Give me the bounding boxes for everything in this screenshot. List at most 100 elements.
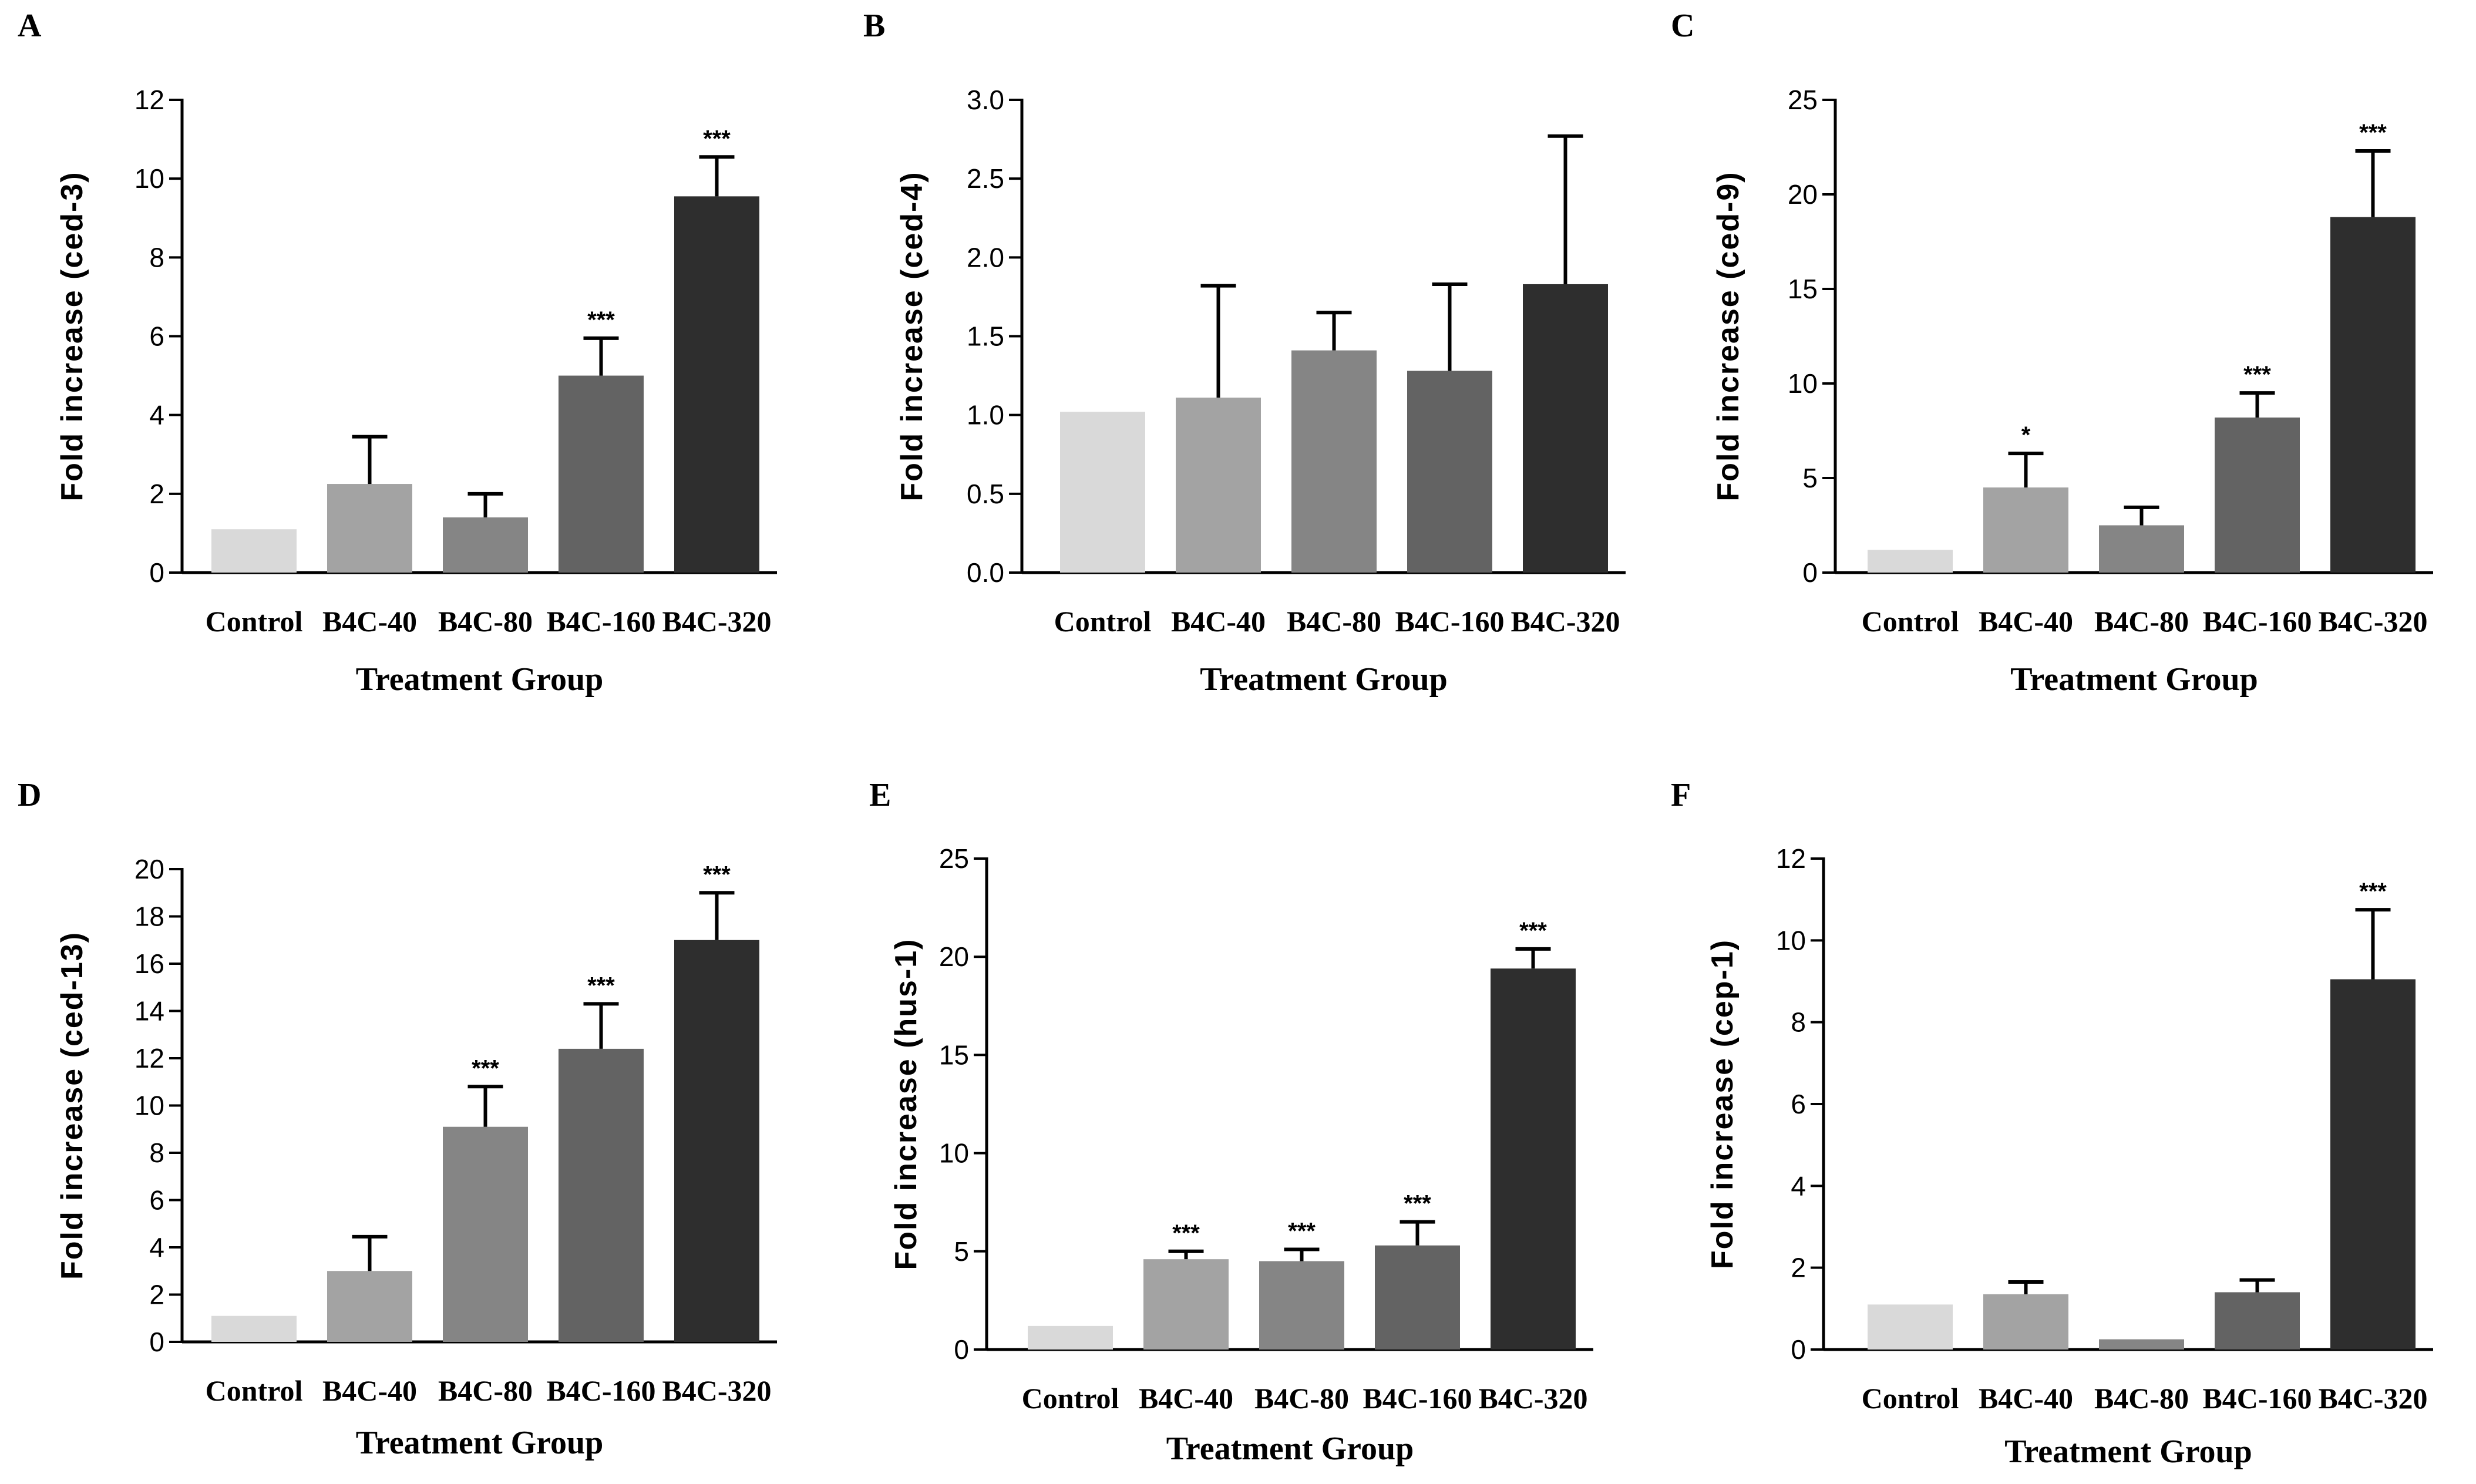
panel-b-bar — [1407, 371, 1492, 573]
panel-a-bar — [559, 375, 644, 573]
panel-c-bar — [2330, 217, 2416, 573]
panel-e-category-label: B4C-320 — [1478, 1382, 1587, 1415]
panel-d-y-tick-label: 10 — [134, 1091, 164, 1121]
panel-b-y-tick-label: 2.5 — [967, 163, 1004, 194]
panel-c-y-axis-title: Fold increase (ced-9) — [1711, 171, 1745, 501]
panel-f-category-label: Control — [1862, 1382, 1959, 1415]
panel-c-significance-label: * — [2021, 422, 2031, 448]
panel-f-y-tick-label: 6 — [1791, 1089, 1806, 1119]
panel-f-y-tick-label: 2 — [1791, 1253, 1806, 1283]
panel-b-y-tick-label: 0.0 — [967, 557, 1004, 588]
panel-e-significance-label: *** — [1404, 1191, 1431, 1217]
panel-f-label: F — [1671, 777, 1691, 813]
panel-e-y-tick-label: 5 — [954, 1236, 969, 1267]
panel-e-category-label: Control — [1022, 1382, 1119, 1415]
panel-a-y-tick-label: 2 — [149, 479, 164, 509]
panel-c-bar — [1868, 550, 1953, 573]
panel-f-x-axis-title: Treatment Group — [2004, 1433, 2252, 1470]
panel-d-bar — [327, 1271, 412, 1342]
panel-d-bar — [674, 940, 759, 1342]
panel-d-y-tick-label: 20 — [134, 854, 164, 884]
panel-d-bar — [211, 1315, 297, 1342]
panel-a-y-tick-label: 8 — [149, 242, 164, 272]
panel-b-y-tick-label: 3.0 — [967, 85, 1004, 115]
panel-a-category-label: B4C-80 — [438, 605, 533, 638]
panel-a-significance-label: *** — [703, 126, 731, 152]
panel-e-category-label: B4C-160 — [1363, 1382, 1472, 1415]
panel-a-x-axis-title: Treatment Group — [356, 661, 604, 698]
panel-b-category-label: Control — [1054, 605, 1152, 638]
panel-e-bar — [1491, 968, 1576, 1350]
panel-d-significance-label: *** — [703, 862, 731, 887]
panel-f-bar — [2215, 1292, 2300, 1350]
panel-e-bar — [1375, 1245, 1460, 1350]
panel-a-bar — [443, 517, 528, 573]
panel-c-y-tick-label: 25 — [1788, 85, 1818, 115]
panel-a-y-tick-label: 4 — [149, 400, 164, 430]
panel-a-bar — [211, 529, 297, 573]
panel-f-y-axis-title: Fold increase (cep-1) — [1705, 939, 1740, 1269]
panel-e-y-axis-title: Fold increase (hus-1) — [889, 938, 923, 1270]
panel-c-y-tick-label: 15 — [1788, 274, 1818, 304]
panel-b-x-axis-title: Treatment Group — [1200, 661, 1448, 698]
panel-e-bar — [1028, 1325, 1113, 1350]
panel-c-bar — [2215, 417, 2300, 573]
panel-a-bar — [674, 196, 759, 573]
panel-c-y-tick-label: 5 — [1802, 463, 1818, 493]
panel-e-x-axis-title: Treatment Group — [1166, 1431, 1414, 1467]
panel-d-significance-label: *** — [587, 972, 615, 998]
panel-c-x-axis-title: Treatment Group — [2010, 661, 2258, 698]
panel-d-y-tick-label: 18 — [134, 901, 164, 932]
panel-d-y-tick-label: 2 — [149, 1280, 164, 1310]
panel-d-category-label: B4C-320 — [662, 1374, 771, 1407]
panel-a-label: A — [18, 8, 42, 44]
panel-b-bar — [1291, 350, 1377, 573]
panel-e-significance-label: *** — [1519, 918, 1547, 944]
panel-f-bar — [2330, 979, 2416, 1350]
panel-d-category-label: B4C-40 — [322, 1374, 417, 1407]
panel-d-y-tick-label: 16 — [134, 948, 164, 979]
panel-b-y-tick-label: 0.5 — [967, 479, 1004, 509]
panel-b-y-tick-label: 1.5 — [967, 321, 1004, 352]
panel-f-significance-label: *** — [2359, 879, 2387, 904]
panel-d-category-label: Control — [206, 1374, 303, 1407]
panel-b-category-label: B4C-160 — [1395, 605, 1504, 638]
panel-e-significance-label: *** — [1288, 1218, 1316, 1244]
panel-e-y-tick-label: 10 — [939, 1138, 969, 1169]
panel-d-label: D — [18, 777, 41, 813]
panel-c-category-label: Control — [1862, 605, 1959, 638]
panel-d-bar — [559, 1048, 644, 1342]
panel-d-y-tick-label: 12 — [134, 1043, 164, 1074]
panel-c-bar — [2099, 525, 2184, 573]
panel-c-y-tick-label: 0 — [1802, 557, 1818, 588]
panel-f-y-tick-label: 12 — [1776, 843, 1806, 874]
panel-d-category-label: B4C-80 — [438, 1374, 533, 1407]
panel-f-y-tick-label: 0 — [1791, 1334, 1806, 1365]
panel-e-significance-label: *** — [1172, 1220, 1200, 1246]
panel-c-significance-label: *** — [2243, 362, 2271, 388]
panel-f-bar — [1868, 1304, 1953, 1350]
panel-f-category-label: B4C-320 — [2318, 1382, 2427, 1415]
panel-e-y-tick-label: 20 — [939, 941, 969, 972]
panel-d-y-tick-label: 6 — [149, 1185, 164, 1216]
panel-c-label: C — [1671, 8, 1694, 44]
panel-d-y-tick-label: 8 — [149, 1138, 164, 1168]
panel-a-y-tick-label: 0 — [149, 557, 164, 588]
panel-c-category-label: B4C-160 — [2202, 605, 2312, 638]
panel-b-y-axis-title: Fold increase (ced-4) — [895, 171, 929, 501]
panel-a-category-label: B4C-320 — [662, 605, 771, 638]
panel-e-bar — [1143, 1259, 1229, 1350]
panel-f-y-tick-label: 8 — [1791, 1007, 1806, 1038]
panel-c-y-tick-label: 10 — [1788, 368, 1818, 399]
panel-a-category-label: Control — [206, 605, 303, 638]
panel-d-y-tick-label: 4 — [149, 1232, 164, 1263]
panel-b-y-tick-label: 1.0 — [967, 400, 1004, 430]
panel-a-y-tick-label: 12 — [134, 85, 164, 115]
panel-d-bar — [443, 1126, 528, 1342]
panel-f-y-tick-label: 10 — [1776, 925, 1806, 955]
panel-b-bar — [1060, 412, 1145, 573]
panel-e-category-label: B4C-80 — [1254, 1382, 1349, 1415]
panel-d-category-label: B4C-160 — [546, 1374, 655, 1407]
panel-d-x-axis-title: Treatment Group — [356, 1425, 604, 1461]
panel-a-y-tick-label: 6 — [149, 321, 164, 352]
